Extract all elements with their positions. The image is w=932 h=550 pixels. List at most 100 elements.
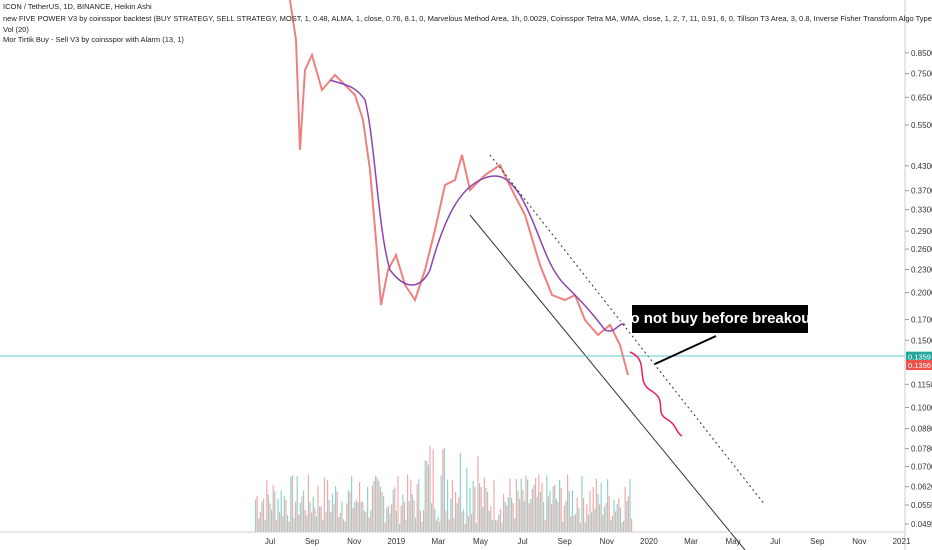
volume-bar — [411, 494, 413, 532]
volume-bar — [543, 501, 545, 532]
volume-bar — [480, 487, 482, 532]
volume-bar — [512, 502, 514, 532]
volume-bar — [623, 520, 625, 532]
volume-bar — [583, 498, 585, 532]
volume-bar — [357, 502, 359, 532]
time-label: Sep — [305, 537, 320, 546]
volume-bar — [525, 475, 527, 532]
volume-bar — [407, 474, 409, 532]
volume-bar — [259, 511, 261, 532]
volume-bar — [391, 504, 393, 532]
volume-bar — [421, 521, 423, 532]
volume-bar — [306, 515, 308, 532]
volume-bar — [594, 508, 596, 532]
volume-bar — [629, 478, 631, 532]
trendline-resistance — [489, 154, 766, 506]
volume-bar — [587, 514, 589, 532]
volume-bar — [323, 477, 325, 532]
volume-bar — [575, 513, 577, 532]
volume-bar — [365, 512, 367, 532]
volume-bar — [410, 480, 412, 532]
volume-bar — [600, 482, 602, 532]
volume-bar — [343, 519, 345, 532]
volume-bar — [448, 519, 450, 532]
volume-bar — [487, 492, 489, 532]
volume-bar — [381, 491, 383, 532]
volume-bar — [429, 445, 431, 532]
volume-bar — [309, 501, 311, 532]
volume-bar — [533, 484, 535, 532]
volume-bar — [415, 517, 417, 532]
volume-bar — [333, 503, 335, 532]
volume-bar — [503, 493, 505, 532]
volume-bar — [408, 501, 410, 532]
volume-bar — [611, 515, 613, 532]
volume-bar — [621, 522, 623, 532]
volume-bar — [416, 484, 418, 532]
volume-bar — [562, 521, 564, 532]
volume-bar — [483, 477, 485, 532]
volume-bar — [616, 503, 618, 532]
indicator: Mor Tirtik Buy - Sell V3 by coinsspor wi… — [3, 35, 184, 44]
volume-bar — [463, 509, 465, 532]
volume-bar — [445, 510, 447, 532]
volume-bar — [453, 518, 455, 532]
volume-bar — [506, 505, 508, 532]
volume-bar — [610, 519, 612, 532]
volume-bar — [378, 480, 380, 532]
volume-bar — [394, 487, 396, 532]
volume-bar — [311, 512, 313, 532]
volume-bar — [349, 491, 351, 532]
volume-bar — [528, 503, 530, 532]
volume-bar — [519, 499, 521, 532]
volume-bar — [263, 498, 265, 532]
volume-bar — [395, 510, 397, 532]
price-label: 0.0495 — [911, 520, 932, 529]
moving-average — [329, 79, 626, 332]
volume-bar — [555, 498, 557, 532]
volume-bar — [368, 517, 370, 532]
volume-bar — [551, 504, 553, 532]
volume-bar — [496, 520, 498, 532]
time-label: 2020 — [640, 537, 658, 546]
price-line — [289, 0, 629, 376]
volume-bar — [344, 521, 346, 532]
time-label: Nov — [852, 537, 866, 546]
volume-bar — [479, 483, 481, 532]
volume-bar — [347, 489, 349, 532]
volume-bar — [573, 515, 575, 532]
time-label: May — [473, 537, 488, 546]
volume-bar — [443, 448, 445, 532]
volume-bar — [288, 521, 290, 532]
volume-bar — [363, 510, 365, 532]
volume-bar — [507, 497, 509, 532]
volume-bar — [464, 523, 466, 532]
volume-bar — [501, 522, 503, 532]
volume-bar — [568, 491, 570, 532]
volume-bar — [427, 464, 429, 532]
time-label: Nov — [347, 537, 361, 546]
volume-bar — [475, 523, 477, 532]
volume-bar — [339, 512, 341, 532]
trendline-support — [469, 214, 746, 550]
volume-bar — [261, 501, 263, 532]
volume-bar — [442, 449, 444, 532]
volume-bar — [535, 478, 537, 532]
volume-bar — [472, 480, 474, 532]
volume-bar — [285, 499, 287, 532]
volume-bar — [619, 507, 621, 532]
current-price-label: 0.1359 — [908, 353, 931, 362]
volume-bar — [546, 475, 548, 532]
volume-bar — [392, 489, 394, 532]
volume-bar — [389, 513, 391, 532]
volume-bar — [557, 501, 559, 532]
volume-bar — [269, 503, 271, 532]
volume-bar — [520, 478, 522, 532]
volume-bar — [335, 486, 337, 532]
volume-bar — [461, 511, 463, 532]
